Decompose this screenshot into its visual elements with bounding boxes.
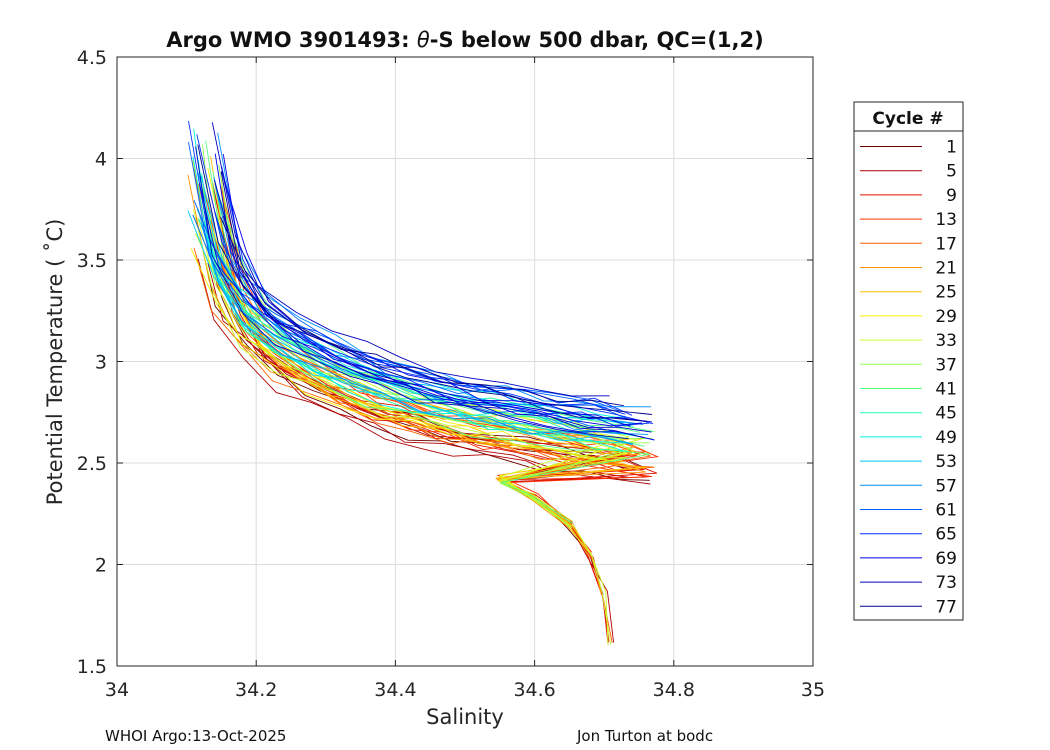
legend-label: 29 xyxy=(935,307,957,327)
legend-label: 21 xyxy=(935,259,957,279)
profile-line xyxy=(197,258,630,499)
series-lines xyxy=(187,120,660,646)
footer-right: Jon Turton at bodc xyxy=(576,727,713,745)
legend-label: 77 xyxy=(935,597,957,617)
x-tick-labels: 34 34.2 34.4 34.6 34.8 35 xyxy=(105,57,825,701)
legend-label: 5 xyxy=(946,162,957,182)
x-tick-label: 35 xyxy=(801,679,825,701)
profile-line xyxy=(212,171,650,524)
legend-title: Cycle # xyxy=(872,109,943,129)
x-tick-label: 34.6 xyxy=(513,679,555,701)
profile-line xyxy=(222,154,655,441)
gridlines xyxy=(117,57,813,666)
footer-left: WHOI Argo:13-Oct-2025 xyxy=(105,727,286,745)
profile-line xyxy=(221,166,654,425)
profile-line xyxy=(219,216,652,415)
profile-line xyxy=(222,215,652,433)
x-axis-label: Salinity xyxy=(426,705,504,729)
legend-label: 25 xyxy=(935,283,957,303)
profile-line xyxy=(210,156,641,456)
y-tick-labels: 1.5 2 2.5 3 3.5 4 4.5 xyxy=(77,47,813,678)
profile-line xyxy=(202,144,634,529)
x-tick-label: 34.8 xyxy=(653,679,695,701)
legend-label: 9 xyxy=(946,186,957,206)
profile-line xyxy=(192,209,627,522)
y-tick-label: 3 xyxy=(95,352,107,374)
x-tick-label: 34.2 xyxy=(235,679,277,701)
y-tick-label: 4.5 xyxy=(77,47,107,69)
profile-line xyxy=(193,200,621,412)
y-tick-label: 2 xyxy=(95,555,107,577)
legend-entries: 1 5 9 13 17 21 25 29 33 37 41 45 49 53 57 61 65 69 73 77 xyxy=(860,138,957,617)
profile-line xyxy=(221,171,653,423)
profile-line xyxy=(201,172,628,452)
x-tick-label: 34 xyxy=(105,679,129,701)
legend-label: 37 xyxy=(935,355,957,375)
legend-label: 53 xyxy=(935,452,957,472)
profile-line xyxy=(220,178,646,595)
legend-label: 65 xyxy=(935,525,957,545)
profile-line xyxy=(203,217,637,437)
y-axis-label: Potential Temperature ( ˚C) xyxy=(43,219,67,506)
profile-line xyxy=(197,160,624,452)
legend-label: 1 xyxy=(946,138,957,158)
y-tick-label: 2.5 xyxy=(77,453,107,475)
legend-label: 69 xyxy=(935,549,957,569)
profile-line xyxy=(224,277,650,481)
profile-line xyxy=(197,217,628,495)
profile-line xyxy=(207,262,636,471)
profile-line xyxy=(197,144,624,407)
y-tick-label: 4 xyxy=(95,149,107,171)
profile-line xyxy=(195,146,629,440)
legend-label: 57 xyxy=(935,476,957,496)
profile-line xyxy=(201,225,634,445)
profile-line xyxy=(197,172,633,446)
legend-label: 17 xyxy=(935,234,957,254)
legend-label: 41 xyxy=(935,380,957,400)
legend-label: 45 xyxy=(935,404,957,424)
chart-title: Argo WMO 3901493: θ-S below 500 dbar, QC… xyxy=(166,28,763,52)
profile-line xyxy=(207,167,645,454)
legend-label: 49 xyxy=(935,428,957,448)
profile-line xyxy=(192,156,627,444)
y-tick-label: 1.5 xyxy=(77,656,107,678)
legend-label: 61 xyxy=(935,501,957,521)
legend-label: 13 xyxy=(935,210,957,230)
profile-line xyxy=(220,171,648,422)
legend-label: 73 xyxy=(935,573,957,593)
profile-line xyxy=(212,182,640,529)
y-tick-label: 3.5 xyxy=(77,250,107,272)
legend-label: 33 xyxy=(935,331,957,351)
x-tick-label: 34.4 xyxy=(374,679,416,701)
legend: Cycle # 1 5 9 13 17 21 25 29 33 37 41 45 49 53 57 61 65 6… xyxy=(853,101,964,621)
